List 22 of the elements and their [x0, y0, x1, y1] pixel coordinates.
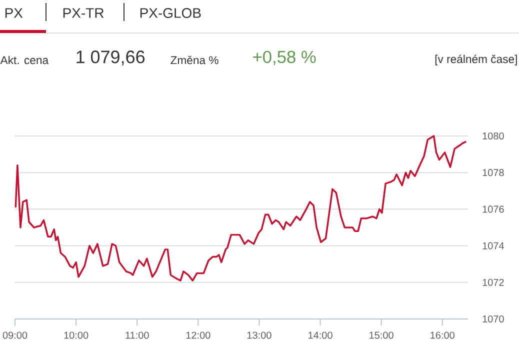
y-tick-label: 1072: [482, 278, 504, 286]
text: PX-GLOB: [140, 8, 201, 18]
text: PX: [5, 8, 23, 18]
text: +0,58 %: [253, 50, 316, 66]
text: Změna %: [170, 56, 218, 64]
x-tick-label: 12:00: [186, 332, 210, 339]
text: [v reálném čase]: [435, 54, 517, 66]
x-tick-label: 14:00: [308, 332, 332, 339]
text: Akt. cena: [0, 56, 49, 64]
y-tick-label: 1074: [482, 242, 504, 250]
x-tick-label: 10:00: [64, 332, 88, 339]
y-tick-label: 1070: [482, 315, 504, 323]
text: 1 079,66: [76, 50, 145, 66]
y-tick-label: 1078: [482, 169, 504, 176]
x-tick-label: 16:00: [430, 332, 454, 339]
text: PX-TR: [63, 8, 104, 18]
y-tick-label: 1076: [482, 206, 504, 213]
y-tick-label: 1080: [482, 132, 504, 140]
x-tick-label: 11:00: [126, 332, 149, 339]
x-tick-label: 09:00: [2, 332, 28, 339]
x-tick-label: 13:00: [247, 332, 272, 339]
x-tick-label: 15:00: [370, 332, 394, 339]
